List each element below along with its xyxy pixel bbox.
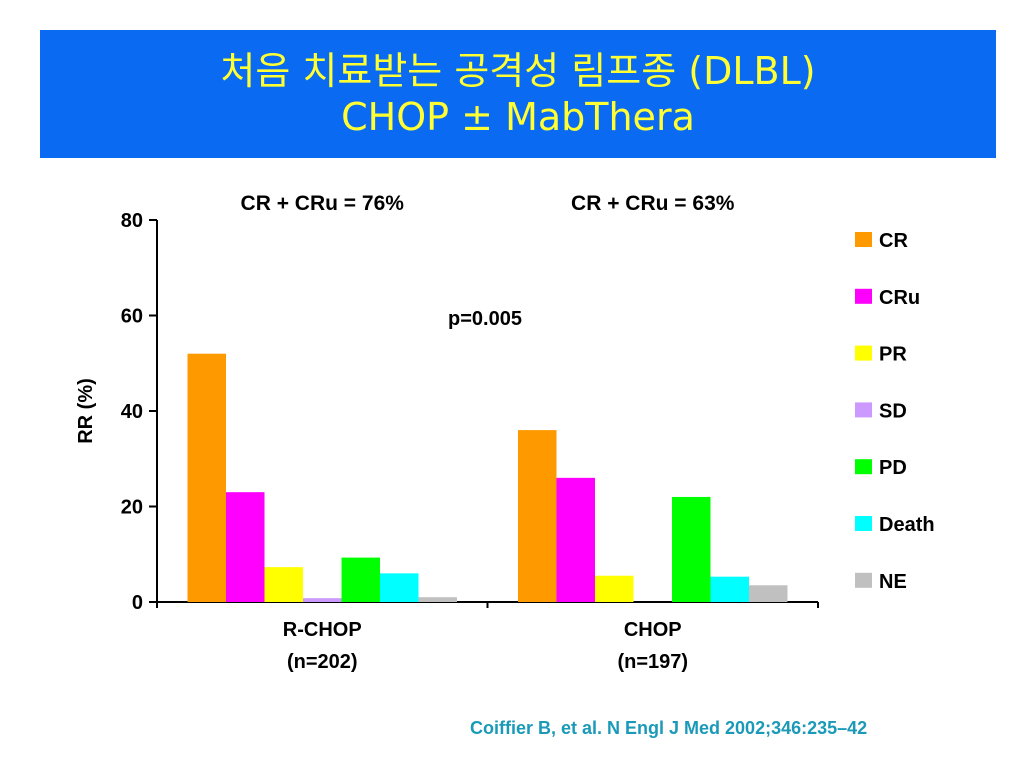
legend-label-pd: PD: [879, 457, 907, 479]
group-annotation: CR + CRu = 63%: [571, 192, 735, 215]
y-tick-label: 60: [121, 306, 143, 328]
bar-pr-r-chop: [264, 567, 303, 602]
y-tick-label: 0: [132, 592, 143, 614]
legend-swatch-pd: [855, 459, 872, 475]
x-category-label: R-CHOP: [283, 619, 362, 641]
legend-label-sd: SD: [879, 400, 907, 422]
slide-title-line1: 처음 치료받는 공격성 림프종 (DLBL): [220, 49, 816, 93]
legend-swatch-death: [855, 516, 872, 531]
y-axis-label: RR (%): [75, 378, 97, 444]
group-annotation: CR + CRu = 76%: [241, 192, 405, 215]
legend-label-ne: NE: [879, 571, 907, 593]
bar-ne-r-chop: [418, 597, 457, 602]
y-tick-label: 40: [121, 401, 143, 423]
bar-pr-chop: [595, 575, 634, 602]
slide-title-line2: CHOP ± MabThera: [341, 95, 695, 139]
x-category-sublabel: (n=197): [617, 651, 688, 673]
p-value-annotation: p=0.005: [448, 308, 522, 330]
bar-death-r-chop: [380, 573, 419, 602]
x-category-sublabel: (n=202): [287, 651, 358, 673]
bar-cru-chop: [556, 477, 595, 602]
legend-swatch-sd: [855, 402, 872, 418]
y-tick-label: 80: [121, 210, 143, 232]
bar-pd-chop: [672, 496, 711, 602]
legend-label-death: Death: [879, 514, 935, 536]
bar-death-chop: [710, 576, 749, 602]
bar-pd-r-chop: [341, 557, 380, 602]
bar-cr-chop: [518, 430, 557, 602]
x-category-label: CHOP: [624, 619, 682, 641]
title-banner: 처음 치료받는 공격성 림프종 (DLBL) CHOP ± MabThera: [40, 30, 996, 158]
legend-label-cru: CRu: [879, 287, 920, 309]
bar-cru-r-chop: [226, 492, 265, 602]
citation: Coiffier B, et al. N Engl J Med 2002;346…: [470, 718, 868, 738]
bar-cr-r-chop: [187, 353, 226, 602]
legend-swatch-pr: [855, 345, 872, 361]
y-tick-label: 20: [121, 497, 143, 519]
legend-swatch-ne: [855, 572, 872, 588]
bar-sd-r-chop: [303, 598, 342, 602]
bar-ne-chop: [749, 585, 788, 602]
legend-label-cr: CR: [879, 230, 908, 252]
legend-swatch-cr: [855, 232, 872, 247]
legend-label-pr: PR: [879, 344, 907, 366]
legend-swatch-cru: [855, 288, 872, 304]
